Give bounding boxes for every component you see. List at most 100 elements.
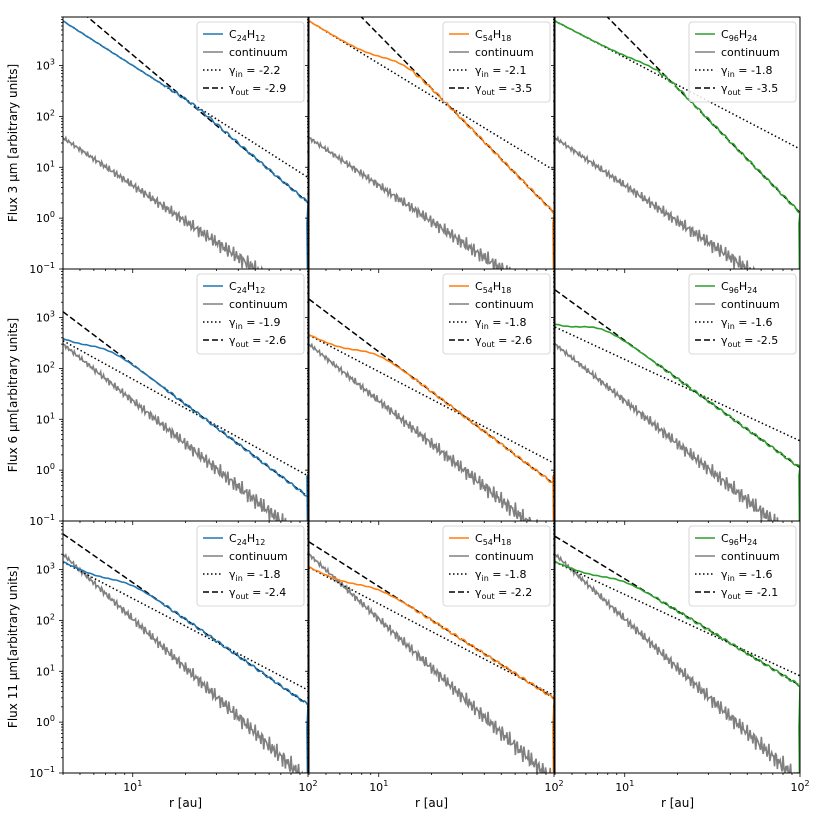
- x-tick-label-part: 10: [298, 781, 312, 794]
- legend-gamma-out-label-part: = -2.9: [249, 82, 287, 95]
- legend-species-label-part: 24: [237, 286, 247, 295]
- y-tick-label: 101: [36, 411, 55, 426]
- species-flux-line: [63, 560, 308, 773]
- legend-gamma-out-label-part: γ: [229, 334, 236, 347]
- x-axis-label: r [au]: [169, 796, 202, 810]
- legend-species-label: C96H24: [721, 28, 757, 43]
- legend-continuum-label: continuum: [475, 298, 534, 311]
- legend-species-label-part: H: [493, 28, 501, 41]
- legend-species-label-part: H: [739, 280, 747, 293]
- legend-gamma-in-label-part: γ: [229, 568, 236, 581]
- legend-gamma-in-label-part: in: [482, 70, 489, 79]
- legend-gamma-out-label-part: = -3.5: [741, 82, 779, 95]
- y-tick-label: 103: [36, 58, 55, 73]
- legend-gamma-out-label-part: out: [482, 340, 495, 349]
- plot-area: [555, 535, 800, 773]
- legend-gamma-in-label: γin = -1.6: [721, 316, 773, 331]
- y-tick-label-part: 10: [29, 767, 43, 780]
- y-tick-label-part: 10: [36, 564, 50, 577]
- y-tick-label-part: 3: [50, 562, 55, 571]
- legend-gamma-out-label: γout = -3.5: [475, 82, 532, 97]
- x-tick-label: 102: [298, 779, 317, 794]
- continuum-line: [309, 136, 511, 269]
- x-tick-label-part: 2: [312, 779, 317, 788]
- x-tick-label-part: 10: [369, 781, 383, 794]
- continuum-line: [63, 552, 307, 773]
- plot-area: [63, 311, 308, 521]
- continuum-line: [555, 553, 799, 773]
- legend-gamma-out-label-part: γ: [229, 82, 236, 95]
- legend-species-label: C54H18: [475, 280, 511, 295]
- plot-area: [309, 541, 554, 773]
- continuum-line: [555, 135, 756, 269]
- y-tick-label: 103: [36, 310, 55, 325]
- x-tick-label-part: 2: [558, 779, 563, 788]
- legend-species-label: C54H18: [475, 532, 511, 547]
- legend-species-label-part: 18: [501, 34, 511, 43]
- species-flux-line: [63, 20, 308, 269]
- legend-species-label-part: 54: [483, 34, 493, 43]
- legend-species-label-part: C: [229, 28, 237, 41]
- x-tick-label-part: 1: [137, 779, 142, 788]
- plot-area: [309, 298, 554, 521]
- legend-species-label-part: 12: [255, 286, 265, 295]
- x-tick-label-part: 10: [790, 781, 804, 794]
- legend-continuum-label-part: continuum: [721, 46, 780, 59]
- y-axis-label: Flux 3 μm [arbitrary units]: [6, 64, 20, 222]
- plot-area: [63, 533, 308, 773]
- legend-gamma-in-label-part: in: [482, 322, 489, 331]
- legend-gamma-out-label-part: out: [482, 88, 495, 97]
- legend-continuum-label-part: continuum: [475, 550, 534, 563]
- y-tick-label-part: 0: [50, 210, 55, 219]
- legend-species-label-part: C: [475, 280, 483, 293]
- legend-gamma-out-label: γout = -2.4: [229, 586, 286, 601]
- legend-gamma-out-label-part: γ: [475, 334, 482, 347]
- legend-species-label-part: C: [721, 28, 729, 41]
- legend-continuum-label: continuum: [721, 46, 780, 59]
- y-tick-label: 100: [36, 714, 55, 729]
- legend-box: [688, 21, 797, 103]
- legend-gamma-in-label-part: in: [728, 574, 735, 583]
- legend-continuum-label-part: continuum: [229, 550, 288, 563]
- x-axis-label: r [au]: [415, 796, 448, 810]
- legend-gamma-out-label-part: γ: [475, 82, 482, 95]
- x-tick-label: 101: [615, 779, 634, 794]
- legend-gamma-out-label-part: = -3.5: [495, 82, 533, 95]
- x-tick-label-part: 10: [544, 781, 558, 794]
- legend-species-label-part: 96: [729, 34, 739, 43]
- legend-gamma-in-label-part: = -1.8: [735, 64, 773, 77]
- legend-gamma-out-label-part: out: [728, 88, 741, 97]
- legend-gamma-in-label-part: in: [236, 322, 243, 331]
- legend-gamma-out-label-part: γ: [475, 586, 482, 599]
- x-tick-label-part: 10: [615, 781, 629, 794]
- legend-continuum-label: continuum: [475, 550, 534, 563]
- species-flux-line: [555, 20, 800, 269]
- legend-gamma-in-label: γin = -1.8: [475, 316, 527, 331]
- legend-gamma-in-label-part: γ: [721, 316, 728, 329]
- y-tick-label: 101: [36, 663, 55, 678]
- species-flux-line: [309, 334, 554, 521]
- y-tick-label: 101: [36, 159, 55, 174]
- legend-continuum-label: continuum: [475, 46, 534, 59]
- legend-continuum-label: continuum: [721, 298, 780, 311]
- y-tick-label-part: 10: [36, 716, 50, 729]
- gamma-in-fit-line: [555, 326, 800, 442]
- legend-gamma-in-label-part: γ: [229, 64, 236, 77]
- legend-box: [196, 21, 305, 103]
- legend-species-label: C96H24: [721, 532, 757, 547]
- legend-species-label-part: H: [247, 28, 255, 41]
- legend-gamma-in-label: γin = -1.8: [229, 568, 281, 583]
- legend-gamma-in-label: γin = -1.8: [721, 64, 773, 79]
- legend-gamma-in-label-part: γ: [721, 64, 728, 77]
- legend-species-label-part: C: [229, 280, 237, 293]
- legend-gamma-in-label-part: in: [236, 574, 243, 583]
- legend-gamma-out-label-part: = -2.4: [249, 586, 287, 599]
- legend-gamma-in-label-part: in: [482, 574, 489, 583]
- x-tick-label: 101: [123, 779, 142, 794]
- continuum-line: [63, 135, 264, 269]
